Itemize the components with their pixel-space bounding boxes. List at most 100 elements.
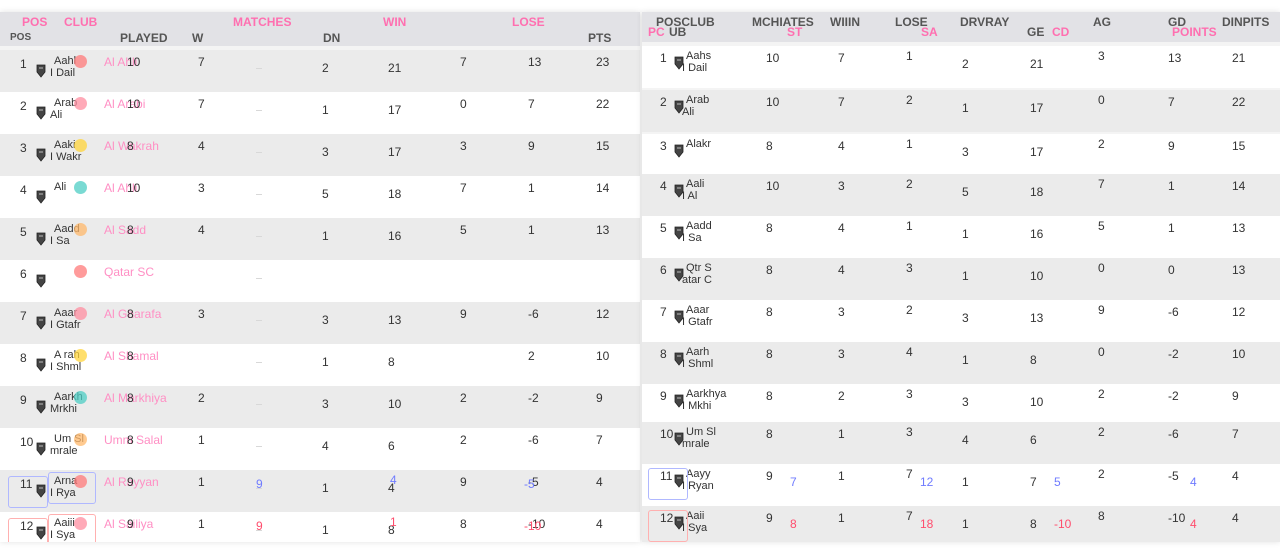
table-row[interactable]: 2 Arab Ali 10 7 2 1 17 0 7 22 (642, 90, 1280, 132)
header-win-right[interactable]: WIIIN (830, 15, 860, 29)
goals-for-value: 17 (1030, 101, 1044, 115)
header-points-right[interactable]: DINPITS (1222, 15, 1270, 29)
goals-against-value: 2 (460, 391, 467, 405)
table-row[interactable]: 5 Aadd I Sa 8 4 1 1 16 5 1 13 (642, 216, 1280, 258)
table-row[interactable]: 4 Ali Al Ahli 10 3 5 18 7 1 14 (0, 176, 640, 218)
goals-for-value: 10 (388, 397, 402, 411)
played-value: 8 (127, 391, 134, 405)
points-value: 14 (596, 181, 610, 195)
table-row[interactable]: 12 Aaiii I Sya Al Sailiya 9 1 1 8 8 -10 4 9 1 -10 (0, 512, 640, 542)
row-position: 3 (660, 139, 667, 153)
header-gf-right[interactable]: GE (1027, 25, 1045, 39)
table-row[interactable]: 3 Alakr 8 4 1 3 17 2 9 15 (642, 134, 1280, 176)
table-row[interactable]: 7 Aaar I Gtafr Al Gharafa 8 3 3 13 9 -6 12 (0, 302, 640, 344)
header-club[interactable]: CLUB (64, 15, 98, 29)
selection-marker-small[interactable] (8, 518, 48, 542)
table-row[interactable]: 2 Arab Ali Al Arabi 10 7 1 17 0 7 22 (0, 92, 640, 134)
goals-against-value: 7 (460, 181, 467, 195)
table-row[interactable]: 10 Um Sl mrale Umm Salal 8 1 4 6 2 -6 7 (0, 428, 640, 470)
highlight-played: 9 (256, 519, 263, 533)
header-pts[interactable]: PTS (588, 31, 612, 45)
table-row[interactable]: 11 Arna I Rya Al Rayyan 9 1 1 4 9 -5 4 9 4 -5 (0, 470, 640, 512)
table-row[interactable]: 8 Aarh I Shml 8 3 4 1 8 0 -2 10 (642, 342, 1280, 384)
table-row[interactable]: 9 Aarkhya I Mkhi 8 2 3 3 10 2 -2 9 (642, 384, 1280, 426)
table-row[interactable]: 10 Um Sl mrale 8 1 3 4 6 2 -6 7 (642, 422, 1280, 464)
header-club-right[interactable]: UB (669, 25, 687, 39)
club-crest-icon (36, 400, 46, 414)
draws-value: 1 (322, 229, 329, 243)
club-abbr-line2: I Mkhi (682, 400, 712, 412)
header-w[interactable]: W (192, 31, 204, 45)
header-points-pink[interactable]: POINTS (1172, 25, 1217, 39)
header-lose-pink[interactable]: SA (921, 25, 938, 39)
table-row[interactable]: 7 Aaar I Gtafr 8 3 2 3 13 9 -6 12 (642, 300, 1280, 342)
header-pos-dup: POS (10, 32, 32, 43)
club-name: Qatar SC (104, 265, 155, 279)
selection-marker[interactable] (648, 468, 688, 500)
row-position: 7 (20, 309, 27, 323)
wins-value: 3 (838, 347, 845, 361)
table-row[interactable]: 6 Qatar SC (0, 260, 640, 302)
highlight-goals-for: 5 (1054, 475, 1061, 489)
goals-against-value: 0 (1098, 261, 1105, 275)
header-lose[interactable]: LOSE (512, 15, 545, 29)
header-matches-pink[interactable]: ST (787, 25, 803, 39)
selection-marker[interactable] (648, 510, 688, 542)
header-matches[interactable]: MATCHES (233, 15, 292, 29)
table-row[interactable]: 4 Aali I Al 10 3 2 5 18 7 1 14 (642, 174, 1280, 216)
goals-against-value: 9 (460, 307, 467, 321)
header-gd-right[interactable]: GD (1168, 15, 1186, 29)
header-pos[interactable]: POS (22, 15, 48, 29)
header-draw-right[interactable]: DRVRAY (960, 15, 1010, 29)
selection-marker[interactable] (48, 514, 96, 542)
points-value: 4 (596, 475, 603, 489)
header-played[interactable]: PLAYED (120, 31, 168, 45)
club-logo-icon (74, 517, 87, 530)
club-logo-icon (74, 391, 87, 404)
played-value: 9 (127, 475, 134, 489)
goals-for-value: 21 (388, 61, 402, 75)
header-dn[interactable]: DN (323, 31, 341, 45)
header-ga-right[interactable]: AG (1093, 15, 1111, 29)
goals-for-value: 8 (388, 523, 395, 537)
header-lose-right[interactable]: LOSE (895, 15, 928, 29)
club-abbr-line2: I Sya (682, 522, 708, 534)
table-row[interactable]: 9 Aarkh Mrkhi Al Markhiya 8 2 3 10 2 -2 9 (0, 386, 640, 428)
table-row[interactable]: 12 Aaii I Sya 9 1 7 1 8 8 -10 4 8 18 -10 4 (642, 506, 1280, 542)
header-pos-pink[interactable]: PC (648, 25, 665, 39)
header-posclub[interactable]: POSCLUB (656, 15, 715, 29)
goal-diff-value: 0 (1168, 263, 1175, 277)
row-position: 12 (20, 519, 34, 533)
club-abbr-line2: Ali (682, 106, 695, 118)
goal-diff-value: 1 (1168, 179, 1175, 193)
goal-diff-value: -6 (528, 433, 539, 447)
selection-marker[interactable] (48, 472, 96, 504)
club-name: Al Ahli (104, 55, 138, 69)
table-row[interactable]: 1 Aahs I Dail 10 7 1 2 21 3 13 21 (642, 46, 1280, 88)
club-abbr: Aadd (686, 220, 712, 232)
losses-value: 2 (906, 303, 913, 317)
played-value: 9 (127, 517, 134, 531)
draws-value: 1 (962, 269, 969, 283)
goals-for-value: 7 (1030, 475, 1037, 489)
table-row[interactable]: 5 Aadd I Sa Al Sadd 8 4 1 16 5 1 13 (0, 218, 640, 260)
points-value: 22 (596, 97, 610, 111)
table-row[interactable]: 3 Aaki I Wakr Al Wakrah 8 4 3 17 3 9 15 (0, 134, 640, 176)
goals-for-value: 6 (388, 439, 395, 453)
header-win[interactable]: WIN (383, 15, 407, 29)
header-gf-pink[interactable]: CD (1052, 25, 1070, 39)
goals-against-value: 2 (1098, 137, 1105, 151)
club-name: Umm Salal (104, 433, 163, 447)
row-tick (256, 68, 262, 69)
draws-value: 3 (962, 145, 969, 159)
table-row[interactable]: 1 Aahl I Dail Al Ahli 10 7 2 21 7 13 23 (0, 50, 640, 92)
table-row[interactable]: 11 Aayy I Ryan 9 1 7 1 7 2 -5 4 7 12 5 4 (642, 464, 1280, 506)
club-abbr-line2: I Shml (50, 361, 82, 373)
draws-value: 1 (322, 103, 329, 117)
goal-diff-value: -5 (528, 475, 539, 489)
header-matches-right[interactable]: MCHIATES (752, 15, 814, 29)
selection-marker-small[interactable] (8, 476, 48, 508)
points-value: 13 (1232, 221, 1246, 235)
